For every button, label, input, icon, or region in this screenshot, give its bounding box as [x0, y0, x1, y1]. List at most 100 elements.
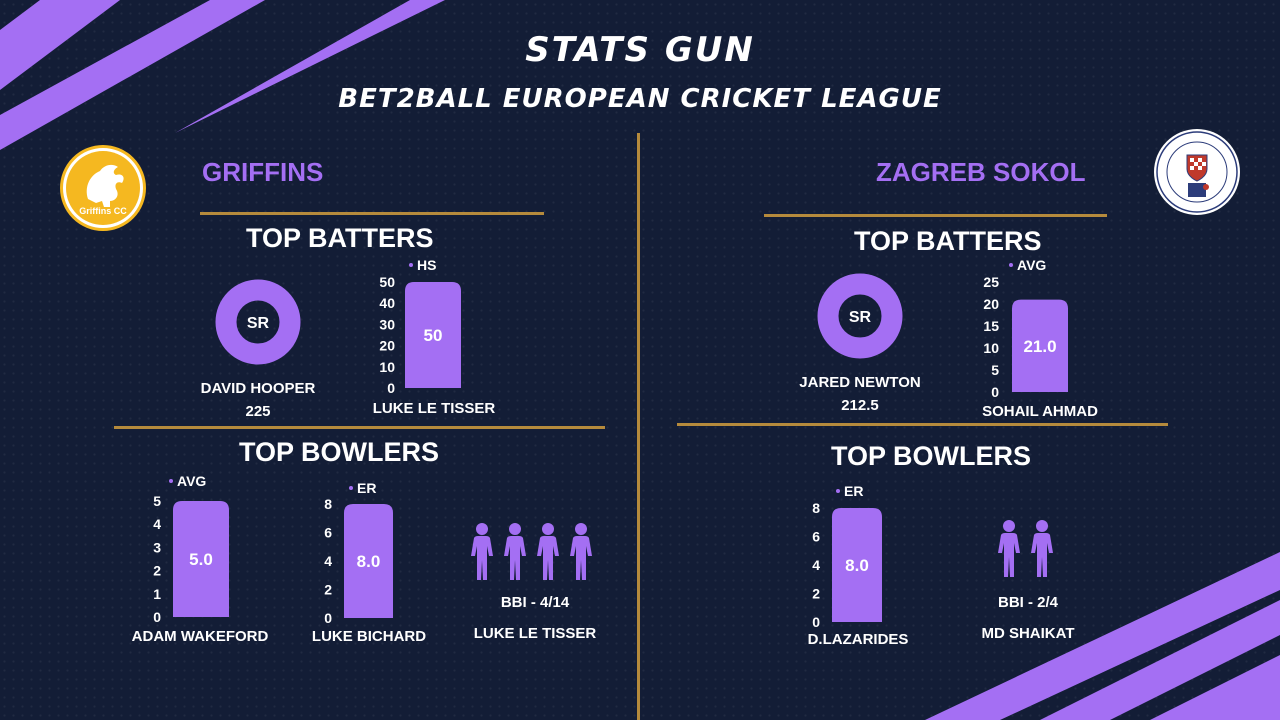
- falcon-crest-icon: [1156, 131, 1238, 213]
- y-tick-label: 6: [812, 529, 820, 545]
- y-tick-label: 4: [153, 516, 161, 532]
- stripe-top-left-2: [0, 0, 265, 150]
- legend-label: HS: [417, 257, 436, 273]
- person-icons: [998, 520, 1053, 577]
- stripe-top-left-3: [175, 0, 445, 133]
- batter-stat-value: 225: [245, 403, 271, 420]
- person-icon-row: [993, 519, 1059, 584]
- page-subtitle: BET2BALL EUROPEAN CRICKET LEAGUE: [338, 84, 942, 114]
- y-tick-label: 0: [812, 614, 820, 628]
- batter-name: JARED NEWTON: [799, 374, 921, 391]
- y-tick-label: 4: [324, 553, 332, 569]
- donut-label: SR: [247, 315, 270, 332]
- gold-rule: [764, 214, 1107, 217]
- y-tick-label: 20: [379, 338, 395, 354]
- bar-value-label: 21.0: [1023, 337, 1056, 356]
- bar-chart-er: 0 2 4 6 8 8.0 ER: [812, 483, 882, 628]
- gold-rule: [200, 212, 544, 215]
- person-icons: [471, 523, 592, 580]
- center-divider: [637, 133, 640, 720]
- bar-value-label: 50: [424, 326, 443, 345]
- legend-label: ER: [357, 480, 376, 496]
- top-batters-heading: TOP BATTERS: [854, 226, 1042, 256]
- bar-player-name: D.LAZARIDES: [807, 631, 909, 648]
- page-title: STATS GUN: [525, 30, 755, 70]
- y-tick-label: 50: [379, 274, 395, 290]
- gold-rule: [114, 426, 605, 429]
- donut-chart: SR: [817, 273, 903, 359]
- y-tick-label: 10: [983, 340, 999, 356]
- y-tick-label: 15: [983, 318, 999, 334]
- legend-marker: [836, 489, 840, 493]
- top-bowlers-heading: TOP BOWLERS: [239, 437, 440, 467]
- bar-value-label: 5.0: [189, 550, 213, 569]
- stripe-bottom-right-1: [925, 552, 1280, 720]
- person-icon: [1031, 520, 1053, 577]
- griffin-icon: [86, 164, 124, 207]
- person-icon: [504, 523, 526, 580]
- person-icon: [998, 520, 1020, 577]
- top-batters-heading: TOP BATTERS: [246, 223, 434, 253]
- y-tick-label: 2: [324, 582, 332, 598]
- bar-chart-er: 0 2 4 6 8 8.0 ER: [324, 480, 393, 625]
- legend-marker: [169, 479, 173, 483]
- y-tick-label: 25: [983, 274, 999, 290]
- bar-player-name: LUKE BICHARD: [311, 628, 427, 645]
- y-tick-label: 1: [153, 586, 161, 602]
- y-tick-label: 8: [324, 496, 332, 512]
- person-icon-row: [466, 522, 598, 587]
- bar-chart-avg: 0 1 2 3 4 5 5.0 AVG: [153, 473, 229, 625]
- bowling-figures: BBI - 2/4: [997, 594, 1058, 611]
- bowler-name: LUKE LE TISSER: [473, 625, 597, 642]
- y-tick-label: 30: [379, 316, 395, 332]
- person-icon: [537, 523, 559, 580]
- legend-label: AVG: [177, 473, 206, 489]
- y-tick-label: 10: [379, 359, 395, 375]
- y-tick-label: 5: [153, 493, 161, 509]
- y-tick-label: 2: [153, 563, 161, 579]
- y-tick-label: 0: [324, 610, 332, 625]
- bowling-figures: BBI - 4/14: [500, 594, 570, 611]
- donut-ring: [817, 273, 903, 359]
- y-tick-label: 4: [812, 557, 820, 573]
- bar-chart-avg: 0 5 10 15 20 25 21.0 AVG: [983, 257, 1068, 400]
- donut-chart: SR: [215, 279, 301, 365]
- y-tick-label: 3: [153, 539, 161, 555]
- donut-ring: [215, 279, 301, 365]
- batter-stat-value: 212.5: [841, 397, 879, 414]
- bar: [344, 504, 393, 618]
- stripe-bottom-right-3: [1150, 655, 1280, 720]
- bar-player-name: ADAM WAKEFORD: [131, 628, 269, 645]
- bar: [832, 508, 882, 622]
- y-tick-label: 40: [379, 295, 395, 311]
- bar-player-name: SOHAIL AHMAD: [982, 403, 1098, 420]
- griffin-emblem: Griffins CC: [66, 151, 140, 225]
- bar: [1012, 299, 1068, 392]
- bar-chart-hs: 0 10 20 30 40 50 50 HS: [379, 257, 461, 396]
- bar-value-label: 8.0: [845, 556, 869, 575]
- person-icon: [570, 523, 592, 580]
- y-tick-label: 6: [324, 525, 332, 541]
- y-tick-label: 20: [983, 296, 999, 312]
- bar-value-label: 8.0: [357, 552, 381, 571]
- stripe-top-left-1: [0, 0, 120, 90]
- bar: [405, 282, 461, 388]
- team-name-right: ZAGREB SOKOL: [876, 157, 1086, 187]
- legend-marker: [1009, 263, 1013, 267]
- legend-label: ER: [844, 483, 863, 499]
- zagreb-sokol-logo: [1154, 129, 1240, 215]
- y-tick-label: 0: [387, 380, 395, 396]
- bar: [173, 501, 229, 617]
- y-tick-label: 0: [991, 384, 999, 400]
- legend-marker: [409, 263, 413, 267]
- donut-label: SR: [849, 309, 872, 326]
- y-tick-label: 0: [153, 609, 161, 625]
- legend-marker: [349, 486, 353, 490]
- legend-label: AVG: [1017, 257, 1046, 273]
- bowler-name: MD SHAIKAT: [981, 625, 1075, 642]
- y-tick-label: 2: [812, 586, 820, 602]
- y-tick-label: 8: [812, 500, 820, 516]
- y-tick-label: 5: [991, 362, 999, 378]
